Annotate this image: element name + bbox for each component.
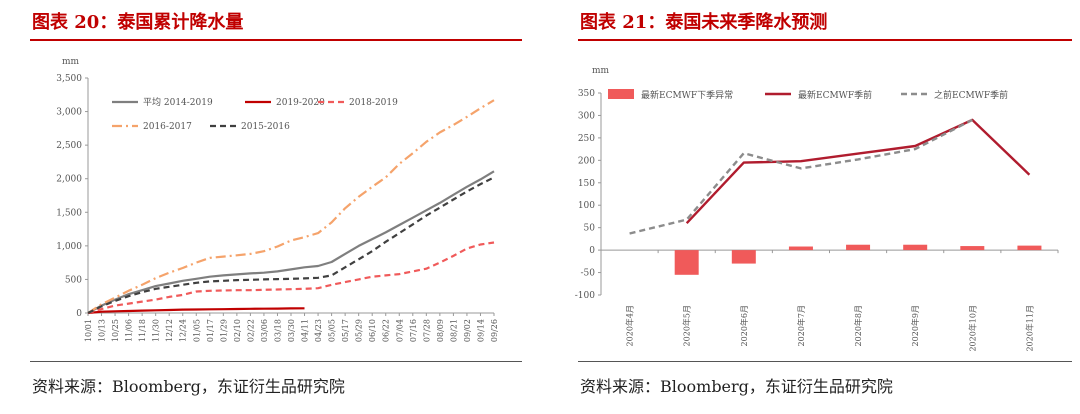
x-tick-label: 11/30	[152, 319, 161, 342]
legend-label: 2015-2016	[241, 122, 290, 132]
forecast-anomaly-bar	[846, 244, 871, 251]
y-tick-label: 0	[589, 246, 595, 256]
legend-label: 之前ECMWF季前	[934, 89, 1008, 101]
x-tick-label: 03/30	[287, 319, 296, 342]
forecast-anomaly-bar	[731, 250, 756, 264]
x-tick-label: 09/02	[463, 319, 472, 342]
x-tick-label: 01/17	[206, 319, 215, 342]
x-tick-label: 11/06	[125, 319, 134, 342]
x-tick-label: 2020年10月	[967, 305, 977, 352]
chart-title-right: 图表 21：泰国未来季降水预测	[580, 12, 828, 33]
y-tick-label: 500	[65, 275, 82, 285]
source-rule-right	[578, 361, 1072, 362]
cumulative-rainfall-chart: mm 0 500 1,000 1,500 2,000 2,500 3,000 3,500 10/0…	[56, 57, 499, 342]
series-line	[87, 307, 305, 315]
series-line	[685, 118, 1031, 225]
y-tick-label: 250	[578, 134, 595, 144]
x-tick-label: 06/10	[368, 319, 377, 342]
series-line	[629, 118, 973, 235]
series-line	[87, 176, 495, 314]
x-tick-label: 08/21	[449, 319, 458, 342]
y-tick-label: 2,000	[56, 175, 82, 185]
x-tick-label: 01/05	[192, 319, 201, 342]
x-tick-label: 07/04	[395, 319, 404, 342]
legend-label: 2019-2020	[276, 98, 325, 108]
x-tick-label: 2020年6月	[739, 305, 749, 346]
x-tick-label: 05/05	[328, 319, 337, 342]
legend-label: 2018-2019	[349, 98, 398, 108]
x-tick-label: 09/14	[476, 319, 485, 342]
y-tick-label: -100	[575, 291, 595, 301]
forecast-anomaly-bar	[674, 250, 699, 275]
x-tick-label: 2020年9月	[910, 305, 920, 346]
x-tick-label: 2020年4月	[625, 305, 635, 346]
left-panel: 图表 20：泰国累计降水量 mm 0 500 1,000 1,500 2,000 2,500…	[0, 0, 530, 414]
x-tick-label: 12/12	[165, 319, 174, 342]
x-tick-label: 10/13	[98, 319, 107, 342]
x-tick-label: 10/25	[111, 319, 120, 342]
y-tick-label: -50	[581, 269, 596, 279]
x-tick-label: 02/10	[233, 319, 242, 342]
source-rule-left	[30, 361, 522, 362]
x-tick-label: 04/11	[301, 319, 310, 342]
y-axis-unit: mm	[592, 66, 610, 76]
y-tick-label: 100	[578, 201, 595, 211]
x-tick-label: 07/28	[422, 319, 431, 342]
x-tick-label: 11/18	[138, 319, 147, 342]
series-line	[87, 170, 495, 314]
y-tick-label: 50	[584, 224, 596, 234]
y-tick-label: 350	[578, 89, 595, 99]
y-tick-label: 3,000	[56, 108, 82, 118]
right-panel: 图表 21：泰国未来季降水预测 mm -100 -50 0 50 100 150 200 250…	[548, 0, 1080, 414]
y-tick-label: 150	[578, 179, 595, 189]
source-note-left: 资料来源：Bloomberg，东证衍生品研究院	[32, 377, 345, 396]
x-tick-label: 2020年5月	[682, 305, 692, 346]
legend-label: 最新ECMWF季前	[798, 89, 872, 101]
x-tick-label: 05/29	[355, 319, 364, 342]
x-tick-label: 2020年8月	[853, 305, 863, 346]
seasonal-forecast-chart: mm -100 -50 0 50 100 150 200 250 300 350 2020年4月 202…	[575, 66, 1059, 352]
title-rule-right	[578, 39, 1072, 41]
x-tick-label: 02/22	[246, 319, 255, 342]
x-tick-label: 05/17	[341, 319, 350, 342]
x-tick-label: 2020年11月	[1024, 305, 1034, 352]
legend-label: 平均 2014-2019	[143, 96, 213, 108]
x-tick-label: 03/18	[273, 319, 282, 342]
x-tick-label: 04/23	[314, 319, 323, 342]
y-tick-label: 300	[578, 111, 595, 121]
series-line	[87, 241, 495, 315]
x-tick-label: 07/16	[409, 319, 418, 342]
y-tick-label: 1,000	[56, 242, 82, 252]
x-tick-label: 10/01	[84, 319, 93, 342]
y-tick-label: 2,500	[56, 141, 82, 151]
y-axis-unit: mm	[62, 57, 80, 67]
chart-title-left: 图表 20：泰国累计降水量	[32, 12, 244, 33]
forecast-anomaly-bar	[903, 244, 928, 251]
legend-label: 2016-2017	[143, 122, 192, 132]
legend-label: 最新ECMWF下季异常	[641, 89, 733, 101]
source-note-right: 资料来源：Bloomberg，东证衍生品研究院	[580, 377, 893, 396]
x-tick-label: 12/24	[179, 319, 188, 342]
y-tick-label: 3,500	[56, 74, 82, 84]
y-tick-label: 0	[76, 309, 82, 319]
forecast-anomaly-bar	[1017, 245, 1042, 251]
x-tick-label: 2020年7月	[796, 305, 806, 346]
forecast-anomaly-bar	[788, 246, 813, 251]
x-tick-label: 09/26	[490, 319, 499, 342]
y-tick-label: 200	[578, 156, 595, 166]
x-tick-label: 01/29	[219, 319, 228, 342]
forecast-anomaly-bar	[960, 246, 985, 251]
series-line	[87, 99, 495, 314]
y-tick-label: 1,500	[56, 208, 82, 218]
x-tick-label: 03/06	[260, 319, 269, 342]
title-rule-left	[30, 39, 522, 41]
legend-swatch	[608, 89, 634, 99]
x-tick-label: 06/22	[382, 319, 391, 342]
x-tick-label: 08/09	[436, 319, 445, 342]
